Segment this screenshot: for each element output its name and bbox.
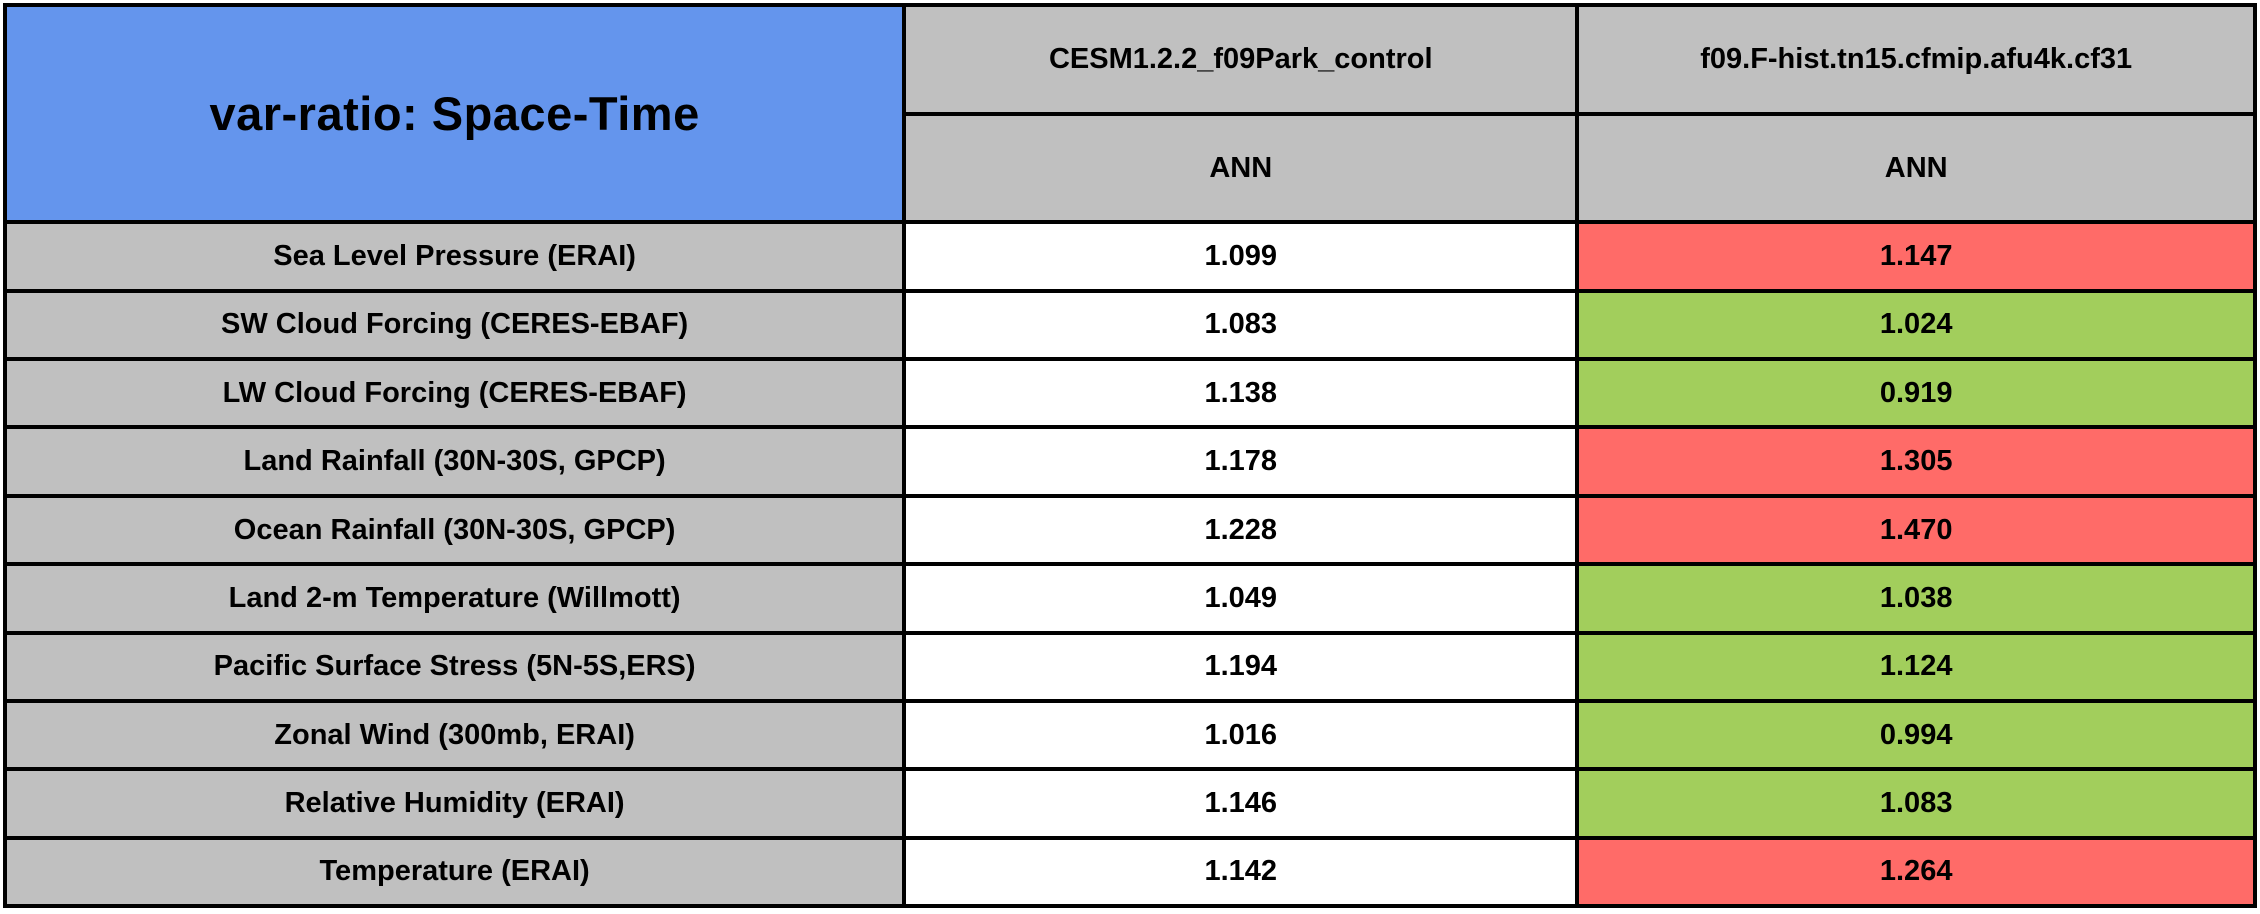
row-label-temperature: Temperature (ERAI): [7, 839, 903, 904]
row-label-sea-level-pressure: Sea Level Pressure (ERAI): [7, 224, 903, 289]
row-label-zonal-wind: Zonal Wind (300mb, ERAI): [7, 702, 903, 768]
column-header-model-2: f09.F-hist.tn15.cfmip.afu4k.cf31: [1579, 7, 2253, 112]
metric-value-cell: 1.146: [906, 771, 1576, 836]
metric-value-cell: 1.038: [1579, 566, 2253, 631]
metric-value-cell: 1.305: [1579, 429, 2253, 494]
metric-value-cell: 1.083: [1579, 771, 2253, 836]
row-label-sw-cloud-forcing: SW Cloud Forcing (CERES-EBAF): [7, 292, 903, 358]
row-label-relative-humidity: Relative Humidity (ERAI): [7, 771, 903, 836]
metric-value-cell: 1.049: [906, 566, 1576, 631]
row-label-lw-cloud-forcing: LW Cloud Forcing (CERES-EBAF): [7, 361, 903, 426]
metric-value-cell: 1.016: [906, 702, 1576, 768]
column-header-model-1: CESM1.2.2_f09Park_control: [906, 7, 1576, 112]
row-label-ocean-rainfall: Ocean Rainfall (30N-30S, GPCP): [7, 497, 903, 563]
metric-value-cell: 1.194: [906, 634, 1576, 699]
metric-value-cell: 1.138: [906, 361, 1576, 426]
row-label-pacific-surface-stress: Pacific Surface Stress (5N-5S,ERS): [7, 634, 903, 699]
metric-value-cell: 1.083: [906, 292, 1576, 358]
metric-value-cell: 0.919: [1579, 361, 2253, 426]
column-subheader-season-2: ANN: [1579, 115, 2253, 221]
metric-value-cell: 0.994: [1579, 702, 2253, 768]
metric-value-cell: 1.099: [906, 224, 1576, 289]
metric-value-cell: 1.124: [1579, 634, 2253, 699]
column-subheader-season-1: ANN: [906, 115, 1576, 221]
table-title: var-ratio: Space-Time: [7, 7, 903, 221]
metric-value-cell: 1.264: [1579, 839, 2253, 904]
row-label-land-2m-temperature: Land 2-m Temperature (Willmott): [7, 566, 903, 631]
metric-value-cell: 1.142: [906, 839, 1576, 904]
metric-value-cell: 1.024: [1579, 292, 2253, 358]
metric-value-cell: 1.147: [1579, 224, 2253, 289]
metrics-table: var-ratio: Space-Time CESM1.2.2_f09Park_…: [3, 3, 2257, 908]
metric-value-cell: 1.228: [906, 497, 1576, 563]
metric-value-cell: 1.470: [1579, 497, 2253, 563]
metric-value-cell: 1.178: [906, 429, 1576, 494]
row-label-land-rainfall: Land Rainfall (30N-30S, GPCP): [7, 429, 903, 494]
